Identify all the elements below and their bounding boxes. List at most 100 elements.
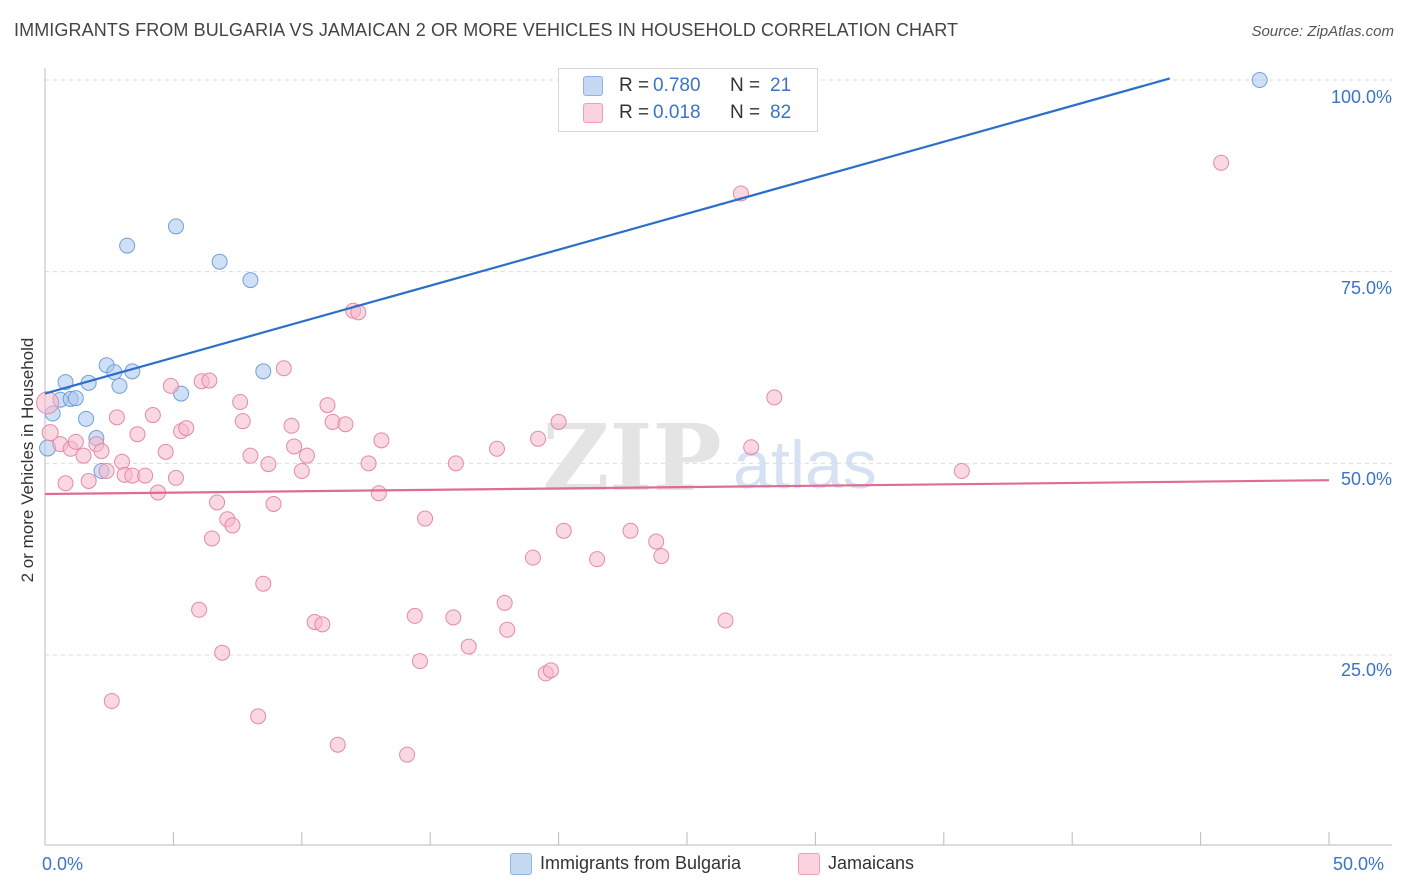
legend-swatch-bulgaria — [510, 853, 532, 875]
jamaicans-point — [648, 533, 665, 550]
jamaicans-point — [530, 430, 547, 447]
jamaicans-point — [622, 522, 639, 539]
jamaicans-point — [260, 456, 277, 473]
jamaicans-point — [144, 407, 161, 424]
jamaicans-point — [542, 662, 559, 679]
jamaicans-point — [445, 609, 462, 626]
jamaicans-point — [114, 453, 131, 470]
jamaicans-point — [953, 463, 970, 479]
bulgaria-point — [211, 253, 228, 270]
jamaicans-point — [370, 485, 387, 502]
jamaicans-point — [224, 517, 241, 534]
jamaicans-point — [137, 467, 154, 484]
jamaicans-point — [314, 616, 331, 633]
jamaicans-point — [488, 440, 505, 457]
jamaicans-trend-line — [44, 479, 1330, 496]
jamaicans-point — [191, 601, 208, 618]
jamaicans-point — [232, 394, 249, 410]
jamaicans-point — [67, 433, 84, 450]
jamaicans-point — [1213, 154, 1230, 171]
jamaicans-point — [447, 455, 464, 472]
jamaicans-point — [209, 494, 226, 511]
jamaicans-point — [555, 522, 572, 539]
jamaicans-point — [178, 420, 195, 437]
bulgaria-point — [78, 410, 95, 427]
jamaicans-point — [411, 653, 428, 670]
jamaicans-point — [460, 638, 477, 655]
jamaicans-point — [203, 530, 220, 547]
r-value: 0.780 — [653, 75, 701, 96]
jamaicans-point — [360, 455, 377, 472]
bulgaria-point — [119, 237, 136, 254]
legend-swatch-bulgaria — [583, 76, 603, 96]
jamaicans-point — [103, 693, 120, 709]
jamaicans-point — [157, 443, 174, 460]
jamaicans-point — [496, 594, 513, 611]
jamaicans-point — [298, 447, 315, 464]
y-tick-100: 100.0% — [1330, 87, 1392, 107]
jamaicans-point — [41, 424, 59, 442]
jamaicans-point — [234, 413, 251, 430]
jamaicans-point — [329, 736, 346, 753]
bulgaria-point — [167, 218, 184, 235]
jamaicans-point — [75, 447, 92, 464]
jamaicans-point — [80, 472, 97, 489]
watermark-atlas: atlas — [733, 427, 877, 503]
chart-title: IMMIGRANTS FROM BULGARIA VS JAMAICAN 2 O… — [14, 20, 959, 40]
bulgaria-point — [111, 377, 128, 394]
legend-swatch-jamaicans — [798, 853, 820, 875]
jamaicans-point — [373, 432, 390, 449]
jamaicans-point — [242, 447, 259, 464]
jamaicans-point — [108, 409, 125, 426]
n-label: N = — [730, 75, 761, 96]
jamaicans-point — [98, 463, 115, 479]
trend-lines — [44, 77, 1330, 496]
y-tick-75: 75.0% — [1340, 278, 1392, 298]
bulgaria-point — [67, 390, 84, 407]
jamaicans-point — [255, 575, 272, 592]
jamaicans-point — [57, 475, 74, 492]
jamaicans-point — [283, 417, 300, 434]
jamaicans-point — [293, 463, 310, 479]
y-tick-25: 25.0% — [1340, 660, 1392, 680]
bulgaria-point — [255, 363, 272, 380]
r-value: 0.018 — [653, 102, 701, 123]
correlation-legend: R = 0.780 N = 21 R = 0.018 N = 82 — [558, 68, 818, 132]
legend-label-bulgaria: Immigrants from Bulgaria — [540, 853, 742, 873]
jamaicans-point — [201, 372, 218, 389]
jamaicans-point — [319, 397, 336, 414]
n-value: 21 — [770, 75, 792, 96]
jamaicans-point — [162, 377, 179, 394]
jamaicans-point — [214, 644, 231, 661]
jamaicans-point — [524, 549, 541, 566]
gridlines — [45, 79, 1392, 656]
n-label: N = — [730, 102, 761, 123]
jamaicans-point — [417, 510, 434, 527]
series-legend: Immigrants from Bulgaria Jamaicans — [0, 852, 1406, 876]
bulgaria-trend-line — [44, 77, 1171, 395]
jamaicans-point — [499, 621, 516, 638]
jamaicans-point — [286, 438, 303, 455]
jamaicans-point — [653, 548, 670, 565]
jamaicans-point — [550, 413, 567, 430]
jamaicans-point — [743, 439, 760, 456]
y-tick-50: 50.0% — [1340, 469, 1392, 489]
data-points — [36, 72, 1268, 763]
jamaicans-point — [399, 746, 416, 763]
r-label: R = — [619, 75, 650, 96]
axes — [44, 68, 1392, 846]
jamaicans-point — [337, 416, 354, 433]
jamaicans-point — [129, 426, 146, 443]
bulgaria-point — [1251, 72, 1268, 88]
jamaicans-point — [589, 551, 606, 568]
jamaicans-point — [717, 612, 734, 629]
x-tick-max: 50.0% — [1333, 854, 1385, 874]
jamaicans-point — [766, 389, 783, 406]
source-credit: Source: ZipAtlas.com — [1251, 23, 1394, 40]
jamaicans-point — [275, 360, 292, 377]
legend-label-jamaicans: Jamaicans — [828, 853, 915, 873]
jamaicans-point — [250, 708, 267, 725]
r-label: R = — [619, 102, 650, 123]
jamaicans-point — [93, 443, 110, 460]
